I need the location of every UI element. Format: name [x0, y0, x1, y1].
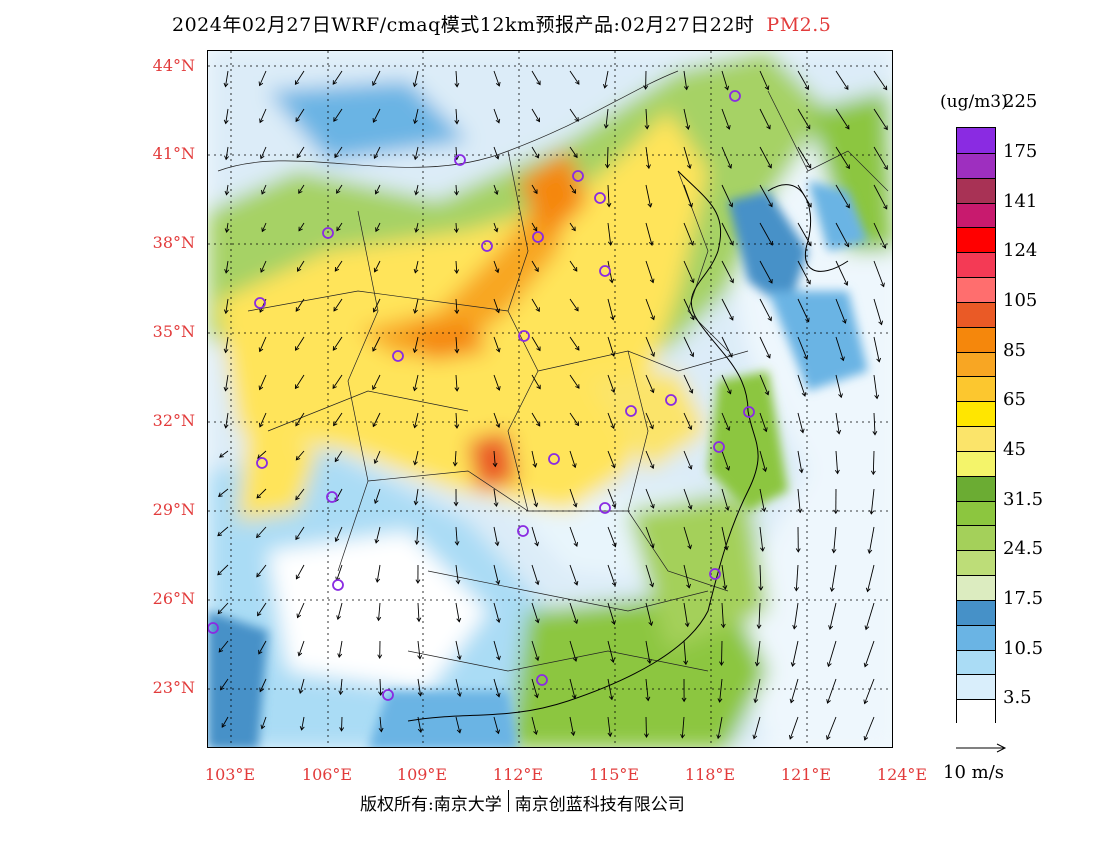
copyright-footer: 版权所有:南京大学 南京创蓝科技有限公司	[360, 790, 685, 815]
station-marker	[392, 350, 404, 362]
colorbar-segment	[957, 277, 995, 303]
title-species: PM2.5	[766, 14, 832, 36]
lon-label: 118°E	[684, 765, 736, 784]
colorbar-tick-label: 45	[1003, 438, 1026, 460]
lat-label: 41°N	[152, 144, 195, 163]
title-main: 2024年02月27日WRF/cmaq模式12km预报产品:02月27日22时	[172, 14, 755, 36]
map-canvas	[208, 51, 892, 747]
lat-label: 26°N	[152, 589, 195, 608]
lat-label: 38°N	[152, 233, 195, 252]
lon-label: 124°E	[876, 765, 928, 784]
colorbar-segment	[957, 252, 995, 278]
station-marker	[548, 453, 560, 465]
colorbar-tick-label: 65	[1003, 389, 1026, 411]
colorbar-tick-label: 3.5	[1003, 687, 1032, 709]
colorbar-tick-label: 85	[1003, 339, 1026, 361]
lat-label: 44°N	[152, 56, 195, 75]
lat-label: 29°N	[152, 500, 195, 519]
map-title: 2024年02月27日WRF/cmaq模式12km预报产品:02月27日22时 P…	[172, 10, 831, 37]
lon-label: 103°E	[204, 765, 256, 784]
colorbar-segment	[957, 401, 995, 427]
lon-label: 109°E	[396, 765, 448, 784]
colorbar-segment	[957, 550, 995, 576]
station-marker	[599, 502, 611, 514]
station-marker	[665, 394, 677, 406]
colorbar-tick-label: 10.5	[1003, 637, 1044, 659]
station-marker	[326, 491, 338, 503]
colorbar-segment	[957, 525, 995, 552]
station-marker	[709, 568, 721, 580]
colorbar-tick-label: 225	[1003, 91, 1038, 113]
lon-label: 115°E	[588, 765, 640, 784]
pm25-map	[207, 50, 893, 748]
station-marker	[729, 90, 741, 102]
colorbar-segment	[957, 599, 995, 626]
colorbar-segment	[957, 575, 995, 601]
station-marker	[572, 170, 584, 182]
colorbar-segment	[957, 152, 995, 179]
lon-label: 112°E	[492, 765, 544, 784]
colorbar-segment	[957, 674, 995, 701]
station-marker	[532, 231, 544, 243]
colorbar-tick-label: 175	[1003, 140, 1038, 162]
graticule	[208, 51, 892, 747]
colorbar-segment	[957, 326, 995, 353]
colorbar-tick-label: 31.5	[1003, 488, 1044, 510]
lon-label: 121°E	[780, 765, 832, 784]
footer-left: 版权所有:南京大学	[360, 795, 502, 815]
colorbar-unit: (ug/m3)	[940, 92, 1008, 112]
colorbar	[956, 127, 996, 725]
colorbar-segment	[957, 649, 995, 676]
footer-right: 南京创蓝科技有限公司	[514, 795, 685, 815]
station-marker	[517, 525, 529, 537]
colorbar-tick-label: 17.5	[1003, 587, 1044, 609]
colorbar-segment	[957, 351, 995, 378]
station-marker	[536, 674, 548, 686]
reference-vector-arrow	[956, 743, 1007, 753]
colorbar-segment	[957, 301, 995, 328]
lat-label: 32°N	[152, 411, 195, 430]
station-marker	[208, 622, 219, 634]
station-marker	[743, 406, 755, 418]
colorbar-segment	[957, 177, 995, 204]
station-marker	[518, 330, 530, 342]
colorbar-segment	[957, 450, 995, 477]
station-marker	[599, 265, 611, 277]
colorbar-segment	[957, 624, 995, 651]
colorbar-segment	[957, 376, 995, 403]
colorbar-segment	[957, 699, 995, 725]
colorbar-segment	[957, 500, 995, 527]
colorbar-tick-label: 124	[1003, 240, 1038, 262]
station-marker	[256, 457, 268, 469]
colorbar-segment	[957, 426, 995, 452]
station-marker	[625, 405, 637, 417]
station-marker	[382, 689, 394, 701]
colorbar-tick-label: 141	[1003, 190, 1038, 212]
station-marker	[332, 579, 344, 591]
colorbar-segment	[957, 227, 995, 254]
city-stations	[208, 90, 755, 701]
colorbar-tick-label: 105	[1003, 289, 1038, 311]
lat-label: 35°N	[152, 322, 195, 341]
colorbar-segment	[957, 475, 995, 502]
station-marker	[454, 154, 466, 166]
lon-label: 106°E	[301, 765, 353, 784]
colorbar-tick-label: 24.5	[1003, 538, 1044, 560]
wind-vectors	[217, 70, 888, 741]
station-marker	[713, 441, 725, 453]
station-marker	[254, 297, 266, 309]
colorbar-segment	[957, 128, 995, 154]
lat-label: 23°N	[152, 678, 195, 697]
colorbar-segment	[957, 202, 995, 229]
station-marker	[594, 192, 606, 204]
reference-vector-label: 10 m/s	[943, 762, 1004, 783]
footer-separator	[507, 790, 509, 812]
station-marker	[481, 240, 493, 252]
station-marker	[322, 227, 334, 239]
concentration-field	[208, 51, 892, 747]
